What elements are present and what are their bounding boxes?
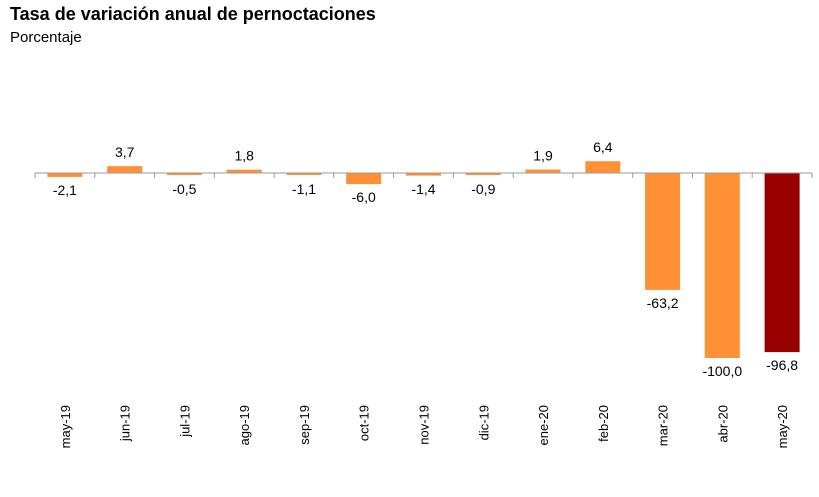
data-label-jul-19: -0,5 xyxy=(172,181,196,197)
data-label-sep-19: -1,1 xyxy=(292,181,316,197)
x-tick-label-sep-19: sep-19 xyxy=(297,405,312,445)
bar-may-19 xyxy=(47,173,83,177)
x-tick-label-dic-19: dic-19 xyxy=(476,405,491,440)
bar-oct-19 xyxy=(346,173,382,185)
data-label-ene-20: 1,9 xyxy=(533,148,553,164)
data-label-abr-20: -100,0 xyxy=(702,363,742,379)
chart-title: Tasa de variación anual de pernoctacione… xyxy=(10,4,376,24)
data-label-ago-19: 1,8 xyxy=(234,148,254,164)
bar-ago-19 xyxy=(226,169,262,173)
data-label-oct-19: -6,0 xyxy=(352,189,376,205)
x-tick-label-jun-19: jun-19 xyxy=(118,405,133,442)
data-label-nov-19: -1,4 xyxy=(411,181,435,197)
bar-feb-20 xyxy=(585,161,621,173)
bar-nov-19 xyxy=(406,173,441,176)
bar-jun-19 xyxy=(107,166,143,173)
data-label-jun-19: 3,7 xyxy=(115,144,135,160)
data-label-mar-20: -63,2 xyxy=(647,295,679,311)
x-tick-label-nov-19: nov-19 xyxy=(417,405,432,445)
x-tick-label-feb-20: feb-20 xyxy=(596,405,611,442)
x-tick-label-jul-19: jul-19 xyxy=(177,405,192,438)
bar-ene-20 xyxy=(525,169,561,173)
x-tick-label-oct-19: oct-19 xyxy=(357,405,372,441)
data-label-feb-20: 6,4 xyxy=(593,139,613,155)
bar-dic-19 xyxy=(465,173,501,175)
data-label-dic-19: -0,9 xyxy=(471,181,495,197)
bar-mar-20 xyxy=(645,173,681,290)
bar-may-20 xyxy=(764,173,800,353)
bar-sep-19 xyxy=(286,173,322,175)
data-label-may-19: -2,1 xyxy=(53,182,77,198)
x-tick-label-abr-20: abr-20 xyxy=(715,405,730,443)
x-tick-label-ago-19: ago-19 xyxy=(237,405,252,445)
x-tick-label-ene-20: ene-20 xyxy=(536,405,551,445)
data-label-may-20: -96,8 xyxy=(766,357,798,373)
x-tick-label-may-20: may-20 xyxy=(775,405,790,448)
bar-jul-19 xyxy=(166,173,202,175)
bar-abr-20 xyxy=(704,173,740,358)
x-tick-label-mar-20: mar-20 xyxy=(656,405,671,446)
chart-subtitle: Porcentaje xyxy=(10,29,82,46)
x-tick-label-may-19: may-19 xyxy=(58,405,73,448)
